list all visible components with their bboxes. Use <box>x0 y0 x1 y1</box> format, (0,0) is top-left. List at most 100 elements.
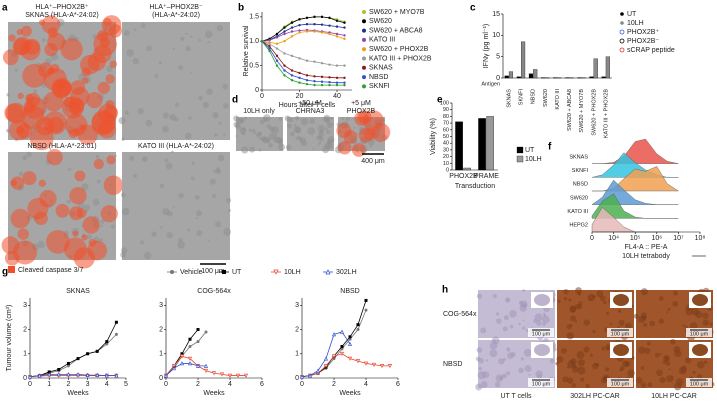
y-tick-label: 50 <box>443 134 449 140</box>
marker <box>355 359 361 364</box>
texture <box>542 315 550 324</box>
texture <box>325 127 328 131</box>
texture <box>522 326 526 330</box>
x-tick-label: PRAME <box>474 173 499 180</box>
legend-label: SW620 + MYO7B <box>369 9 425 16</box>
marker <box>323 356 329 361</box>
y-tick-label: 30 <box>443 147 449 153</box>
marker <box>298 29 301 32</box>
stain <box>2 49 19 66</box>
marker <box>328 81 331 84</box>
legend-marker <box>362 84 366 89</box>
marker <box>227 373 233 378</box>
marker <box>283 64 286 67</box>
texture <box>703 360 708 364</box>
texture <box>144 251 152 260</box>
texture <box>6 128 10 133</box>
marker <box>171 364 177 369</box>
marker <box>305 59 309 62</box>
texture <box>685 307 694 316</box>
texture <box>255 132 261 138</box>
y-tick-label: 70 <box>443 121 449 127</box>
texture <box>202 101 210 109</box>
bar <box>565 77 570 79</box>
stain <box>86 91 103 109</box>
texture <box>217 154 225 162</box>
texture <box>307 127 316 136</box>
texture <box>624 360 631 367</box>
texture <box>277 139 284 145</box>
texture <box>605 367 610 372</box>
texture <box>212 112 219 119</box>
marker <box>196 328 200 332</box>
row-label: COG-564x <box>443 311 477 318</box>
texture <box>151 231 157 237</box>
marker <box>305 74 309 77</box>
texture <box>188 116 192 120</box>
bar <box>463 167 471 171</box>
scale-bg <box>607 378 633 387</box>
marker <box>320 61 324 65</box>
texture <box>187 228 191 232</box>
texture <box>557 299 561 303</box>
texture <box>172 47 176 50</box>
inset-tissue <box>534 294 550 306</box>
marker <box>75 372 81 377</box>
marker <box>290 35 294 38</box>
legend-label: KATO III + PHOX2B <box>369 55 432 62</box>
texture <box>330 116 334 120</box>
texture <box>213 169 218 174</box>
texture <box>549 358 555 364</box>
texture <box>495 312 500 316</box>
marker <box>219 372 225 377</box>
texture <box>692 370 696 374</box>
legend-marker <box>362 47 366 52</box>
texture <box>525 329 529 332</box>
marker <box>47 372 52 377</box>
stain <box>43 67 67 92</box>
marker <box>283 52 286 55</box>
y-tick-label: 0 <box>159 375 163 382</box>
series-line <box>261 23 345 42</box>
marker <box>356 323 360 327</box>
marker <box>105 342 109 346</box>
stain <box>81 234 88 241</box>
texture <box>14 68 18 72</box>
bar <box>528 73 534 79</box>
marker <box>290 30 294 33</box>
legend-label: SW620 <box>369 18 392 25</box>
texture <box>673 345 681 353</box>
legend-label: 10LH <box>525 156 542 163</box>
texture <box>268 143 273 148</box>
stain <box>20 39 41 61</box>
texture <box>682 324 685 327</box>
stain <box>38 179 46 187</box>
texture <box>146 45 152 52</box>
stain <box>87 52 106 72</box>
y-tick-label: 0 <box>496 75 500 82</box>
stain <box>72 230 79 237</box>
stain <box>46 148 63 166</box>
texture <box>605 311 610 316</box>
texture <box>180 36 185 41</box>
panel-letter: h <box>442 285 448 296</box>
marker <box>114 320 118 324</box>
marker <box>340 344 344 348</box>
marker <box>313 60 316 63</box>
texture <box>489 341 498 350</box>
texture <box>165 162 173 170</box>
marker <box>298 57 301 60</box>
texture <box>172 205 175 208</box>
y-tick-label: 40 <box>443 141 449 147</box>
x-tick-label: NBSD <box>531 89 537 104</box>
texture <box>206 88 213 96</box>
texture <box>528 373 531 376</box>
stain <box>358 128 374 143</box>
stain <box>17 228 30 240</box>
image-title: HLA⁺–PHOX2B⁺ <box>35 4 89 11</box>
series-line <box>261 40 345 84</box>
texture <box>225 197 232 204</box>
stain <box>354 111 369 126</box>
texture <box>640 382 647 388</box>
series-line <box>165 331 207 376</box>
